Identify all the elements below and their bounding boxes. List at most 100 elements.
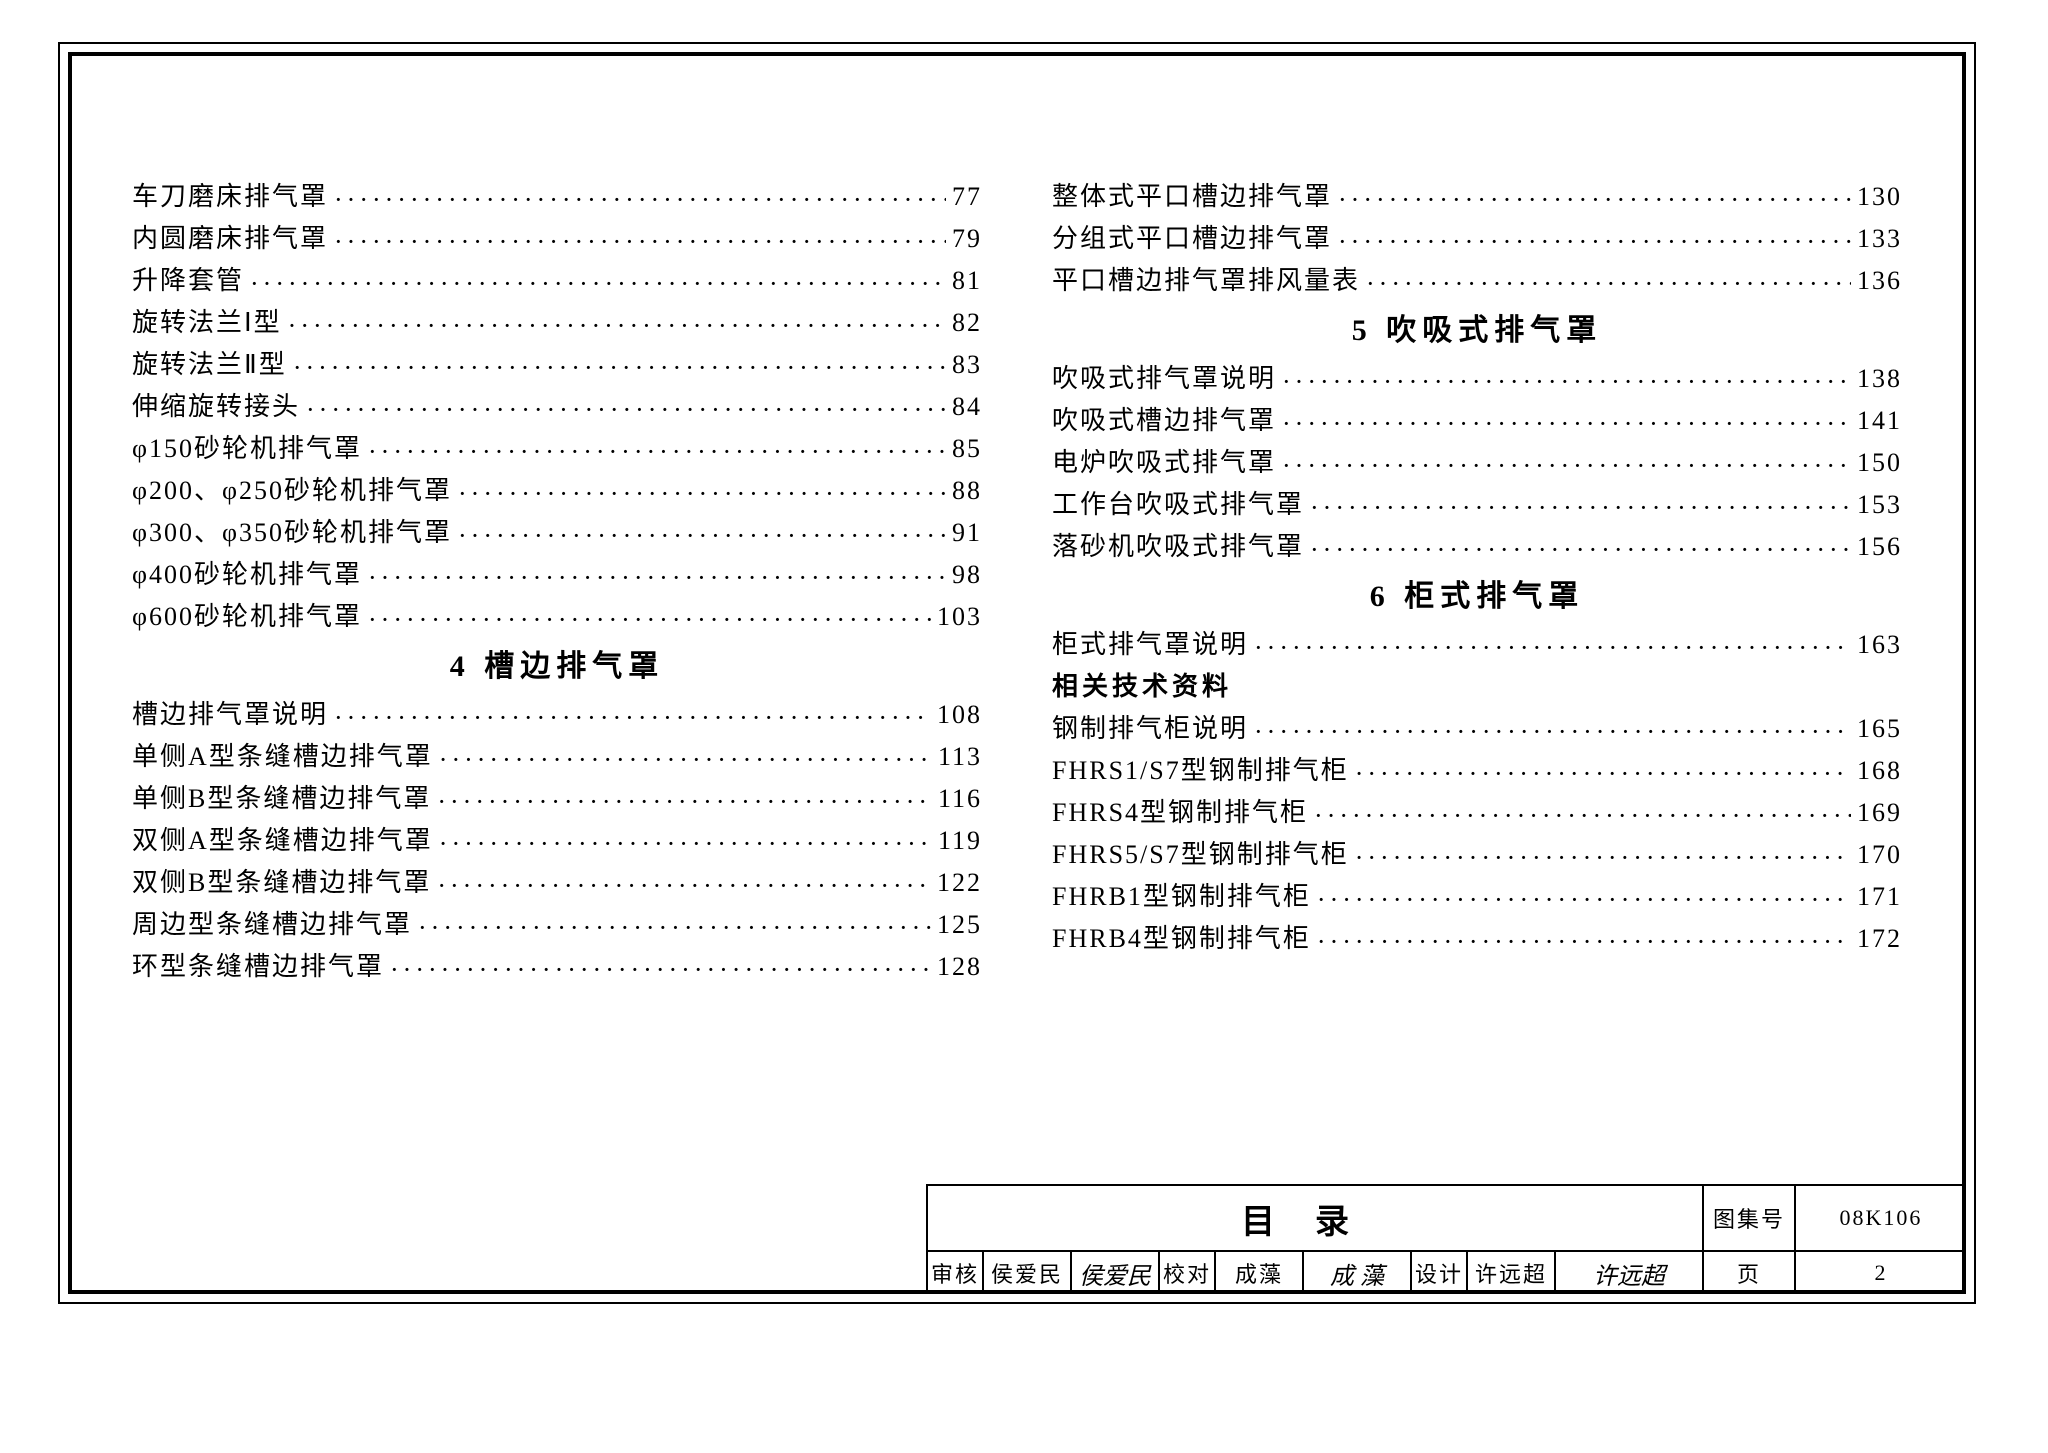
toc-entry-page: 79 xyxy=(952,218,982,260)
toc-entry: FHRB4型钢制排气柜 172 xyxy=(1052,918,1902,960)
toc-entry-label: 槽边排气罩说明 xyxy=(132,694,328,736)
toc-entry: 周边型条缝槽边排气罩 125 xyxy=(132,904,982,946)
toc-entry-page: 98 xyxy=(952,554,982,596)
toc-dot-leader xyxy=(334,221,946,247)
toc-dot-leader xyxy=(1355,753,1851,779)
toc-dot-leader xyxy=(1282,403,1851,429)
toc-entry-label: φ150砂轮机排气罩 xyxy=(132,428,362,470)
toc-entry-label: FHRS1/S7型钢制排气柜 xyxy=(1052,750,1349,792)
toc-entry-label: 伸缩旋转接头 xyxy=(132,386,300,428)
toc-dot-leader xyxy=(439,823,932,849)
toc-entry-label: FHRS5/S7型钢制排气柜 xyxy=(1052,834,1349,876)
toc-entry-page: 122 xyxy=(937,862,982,904)
toc-dot-leader xyxy=(1254,711,1851,737)
toc-entry: 单侧B型条缝槽边排气罩 116 xyxy=(132,778,982,820)
toc-entry-label: 落砂机吹吸式排气罩 xyxy=(1052,526,1304,568)
titleblock-shenhe-label: 审核 xyxy=(928,1252,984,1294)
toc-entry: 槽边排气罩说明 108 xyxy=(132,694,982,736)
titleblock-page-label: 页 xyxy=(1704,1252,1796,1294)
toc-entry-label: FHRS4型钢制排气柜 xyxy=(1052,792,1308,834)
section-heading: 5 吹吸式排气罩 xyxy=(1052,306,1902,356)
toc-dot-leader xyxy=(458,515,946,541)
toc-dot-leader xyxy=(439,739,932,765)
toc-entry-page: 108 xyxy=(937,694,982,736)
toc-dot-leader xyxy=(1338,179,1851,205)
toc-entry-page: 156 xyxy=(1857,526,1902,568)
toc-dot-leader xyxy=(1282,445,1851,471)
toc-entry: FHRS5/S7型钢制排气柜170 xyxy=(1052,834,1902,876)
toc-dot-leader xyxy=(293,347,946,373)
toc-entry: FHRS4型钢制排气柜169 xyxy=(1052,792,1902,834)
toc-entry-page: 138 xyxy=(1857,358,1902,400)
toc-dot-leader xyxy=(250,263,946,289)
titleblock-jiaodui-sig: 成 藻 xyxy=(1304,1252,1412,1294)
toc-dot-leader xyxy=(1366,263,1851,289)
toc-entry-label: 整体式平口槽边排气罩 xyxy=(1052,176,1332,218)
toc-dot-leader xyxy=(368,557,946,583)
toc-entry: 整体式平口槽边排气罩130 xyxy=(1052,176,1902,218)
toc-entry: 平口槽边排气罩排风量表136 xyxy=(1052,260,1902,302)
toc-entry: φ150砂轮机排气罩 85 xyxy=(132,428,982,470)
sub-heading: 相关技术资料 xyxy=(1052,666,1902,708)
toc-entry-label: 单侧B型条缝槽边排气罩 xyxy=(132,778,431,820)
toc-entry-page: 172 xyxy=(1857,918,1902,960)
toc-entry: 分组式平口槽边排气罩133 xyxy=(1052,218,1902,260)
toc-entry: 车刀磨床排气罩77 xyxy=(132,176,982,218)
toc-entry-label: φ300、φ350砂轮机排气罩 xyxy=(132,512,452,554)
toc-column-left: 车刀磨床排气罩77内圆磨床排气罩79升降套管81旋转法兰Ⅰ型82旋转法兰Ⅱ型83… xyxy=(132,176,982,956)
toc-entry-page: 163 xyxy=(1857,624,1902,666)
toc-entry: 工作台吹吸式排气罩153 xyxy=(1052,484,1902,526)
section-heading: 4 槽边排气罩 xyxy=(132,642,982,692)
toc-entry: 旋转法兰Ⅱ型83 xyxy=(132,344,982,386)
toc-entry-label: φ600砂轮机排气罩 xyxy=(132,596,362,638)
toc-entry-page: 125 xyxy=(937,904,982,946)
toc-dot-leader xyxy=(1317,921,1851,947)
titleblock-sheji-label: 设计 xyxy=(1412,1252,1468,1294)
toc-entry-page: 82 xyxy=(952,302,982,344)
titleblock-shenhe-sig: 侯爱民 xyxy=(1072,1252,1160,1294)
toc-entry: φ300、φ350砂轮机排气罩 91 xyxy=(132,512,982,554)
toc-entry-label: FHRB4型钢制排气柜 xyxy=(1052,918,1311,960)
toc-dot-leader xyxy=(418,907,931,933)
toc-entry: 单侧A型条缝槽边排气罩113 xyxy=(132,736,982,778)
toc-entry-page: 128 xyxy=(937,946,982,988)
toc-entry: 伸缩旋转接头 84 xyxy=(132,386,982,428)
titleblock-sheji-sig: 许远超 xyxy=(1556,1252,1704,1294)
toc-entry-page: 88 xyxy=(952,470,982,512)
toc-entry-label: 双侧A型条缝槽边排气罩 xyxy=(132,820,433,862)
section-heading: 6 柜式排气罩 xyxy=(1052,572,1902,622)
toc-dot-leader xyxy=(306,389,946,415)
toc-entry: 柜式排气罩说明163 xyxy=(1052,624,1902,666)
toc-entry-label: 周边型条缝槽边排气罩 xyxy=(132,904,412,946)
toc-entry-label: 双侧B型条缝槽边排气罩 xyxy=(132,862,431,904)
toc-entry: 环型条缝槽边排气罩 128 xyxy=(132,946,982,988)
titleblock-tuji-value: 08K106 xyxy=(1796,1186,1966,1250)
titleblock-shenhe-name: 侯爱民 xyxy=(984,1252,1072,1294)
toc-entry-label: 钢制排气柜说明 xyxy=(1052,708,1248,750)
toc-entry-page: 84 xyxy=(952,386,982,428)
toc-dot-leader xyxy=(390,949,931,975)
toc-entry-page: 141 xyxy=(1857,400,1902,442)
toc-entry-page: 116 xyxy=(938,778,982,820)
titleblock-page-value: 2 xyxy=(1796,1252,1966,1294)
titleblock-title: 目录 xyxy=(928,1186,1704,1250)
titleblock-sheji-name: 许远超 xyxy=(1468,1252,1556,1294)
toc-dot-leader xyxy=(1317,879,1851,905)
toc-dot-leader xyxy=(437,865,931,891)
title-block-row-bottom: 审核 侯爱民 侯爱民 校对 成藻 成 藻 设计 许远超 许远超 页 2 xyxy=(928,1252,1966,1294)
toc-dot-leader xyxy=(458,473,946,499)
toc-entry-page: 153 xyxy=(1857,484,1902,526)
toc-dot-leader xyxy=(288,305,946,331)
toc-entry-page: 136 xyxy=(1857,260,1902,302)
toc-dot-leader xyxy=(1282,361,1851,387)
toc-entry: 钢制排气柜说明165 xyxy=(1052,708,1902,750)
toc-entry-page: 91 xyxy=(952,512,982,554)
toc-entry: 双侧B型条缝槽边排气罩 122 xyxy=(132,862,982,904)
toc-entry-page: 85 xyxy=(952,428,982,470)
toc-dot-leader xyxy=(334,697,931,723)
toc-entry: 吹吸式排气罩说明138 xyxy=(1052,358,1902,400)
toc-entry: FHRB1型钢制排气柜171 xyxy=(1052,876,1902,918)
toc-entry: 旋转法兰Ⅰ型82 xyxy=(132,302,982,344)
toc-entry-label: 单侧A型条缝槽边排气罩 xyxy=(132,736,433,778)
toc-entry-label: 环型条缝槽边排气罩 xyxy=(132,946,384,988)
